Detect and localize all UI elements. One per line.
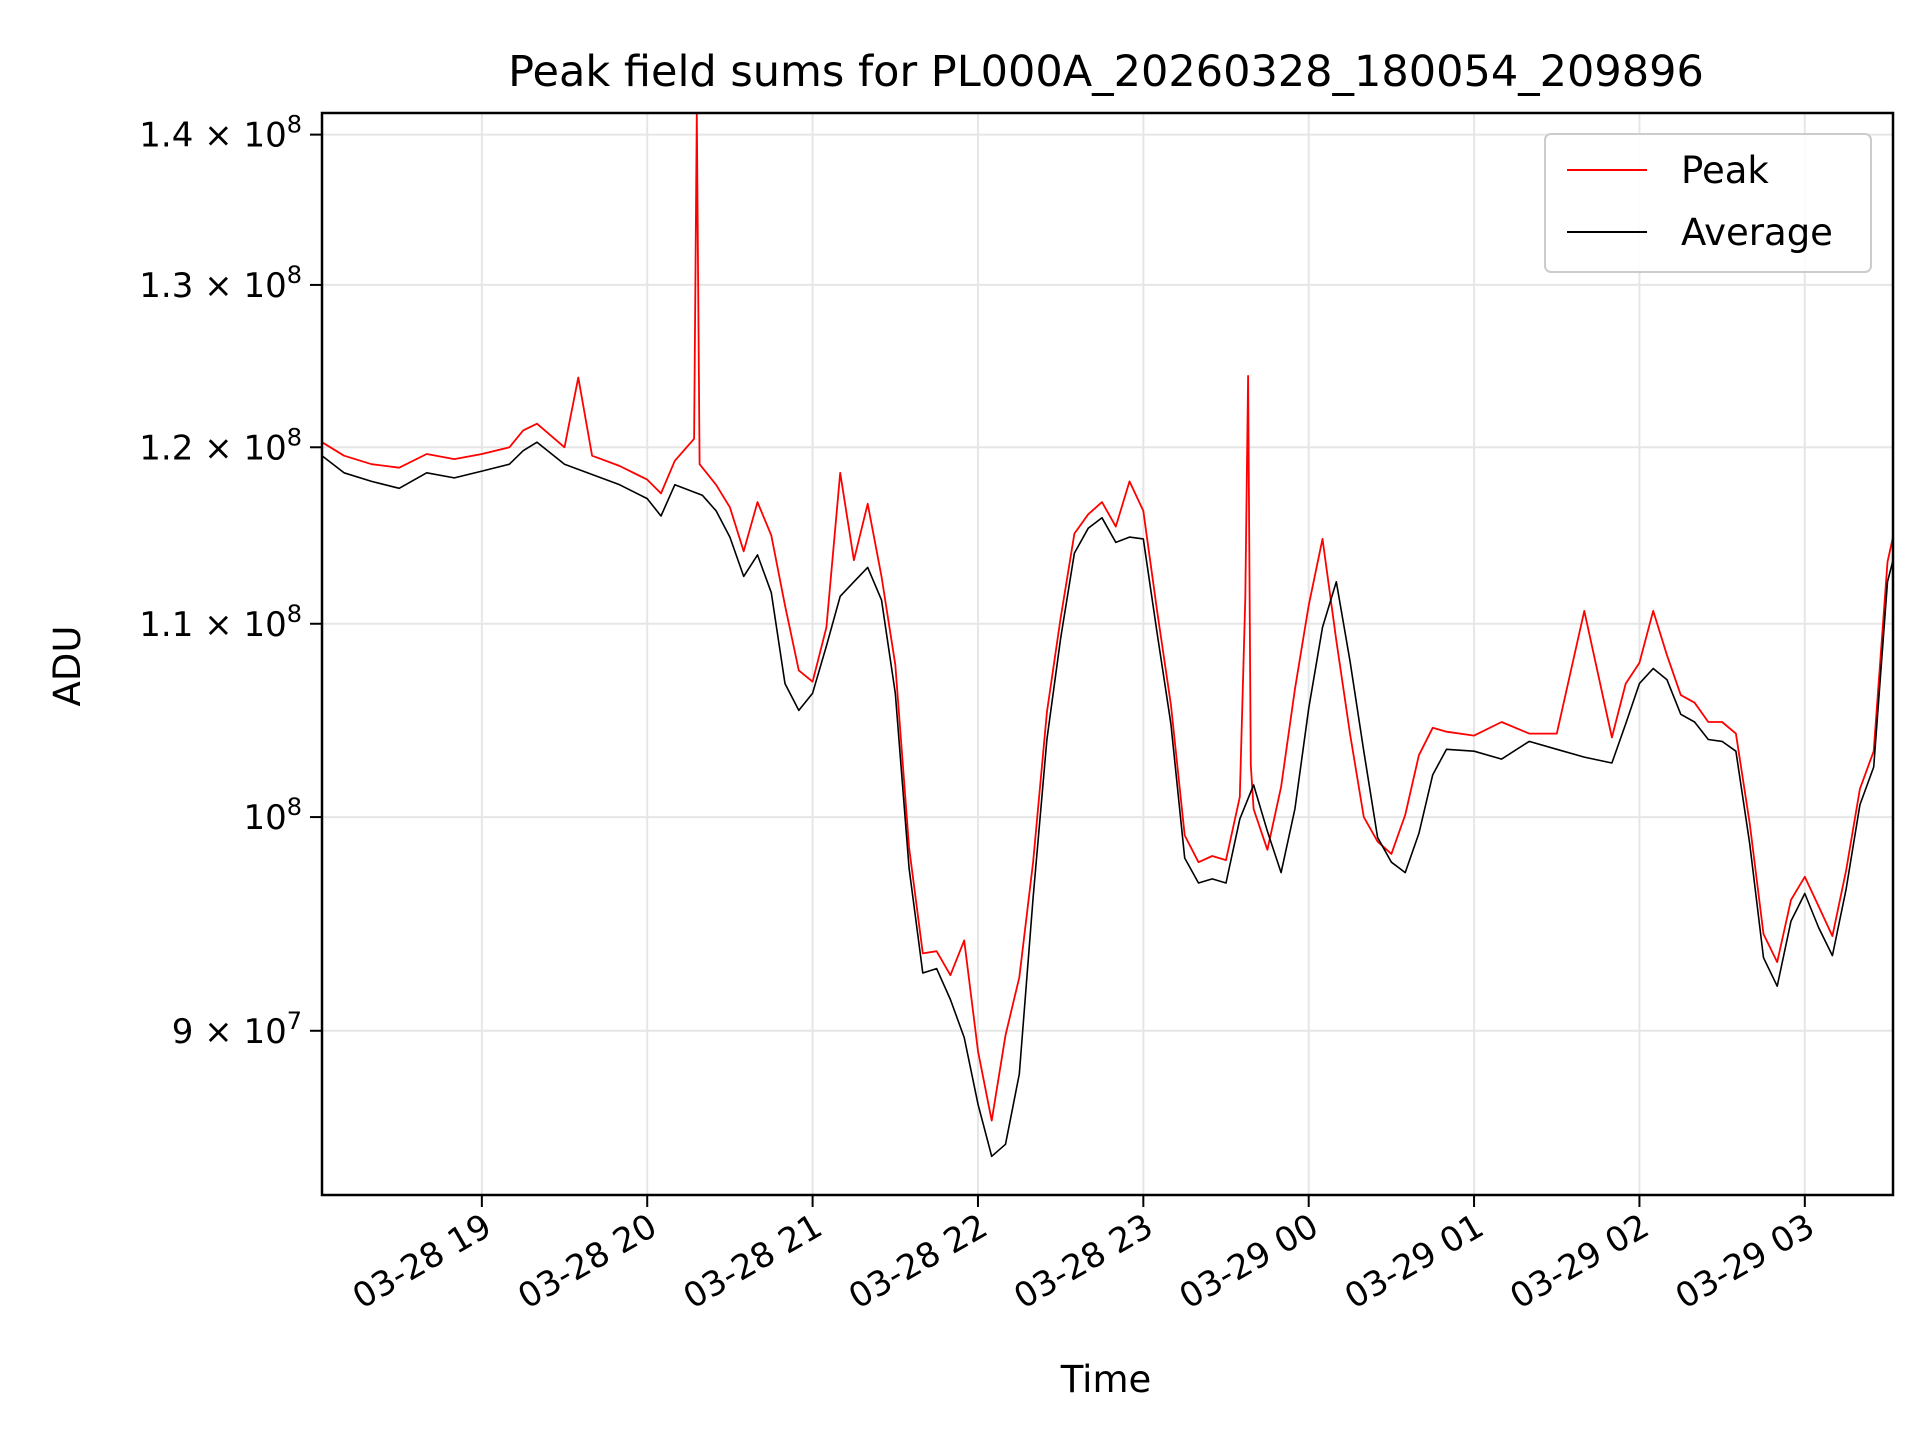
y-tick-base: 10 <box>243 798 286 838</box>
x-tick-label: 03-29 01 <box>1338 1206 1490 1317</box>
y-tick-label: 9 × 107 <box>172 1007 302 1052</box>
x-tick-label: 03-28 20 <box>511 1206 663 1317</box>
x-tick-label: 03-28 21 <box>677 1206 829 1317</box>
y-tick-label: 1.4 × 108 <box>139 111 302 156</box>
y-tick-exponent: 7 <box>287 1007 302 1035</box>
legend: Peak Average <box>1544 133 1872 273</box>
x-tick-label: 03-28 19 <box>346 1206 498 1317</box>
x-tick-label: 03-28 22 <box>842 1206 994 1317</box>
axis-ticks: 03-28 19 03-28 20 03-28 21 03-28 22 03-28 23… <box>139 111 1821 1318</box>
x-axis-label: Time <box>1060 1358 1152 1401</box>
plot-frame <box>320 111 1895 1197</box>
x-tick-label: 03-29 02 <box>1504 1206 1656 1317</box>
legend-label-peak: Peak <box>1681 149 1769 192</box>
y-tick-exponent: 8 <box>287 423 302 451</box>
grid <box>322 113 1893 1195</box>
y-tick-label: 1.2 × 108 <box>139 423 302 468</box>
legend-label-average: Average <box>1681 211 1833 254</box>
y-axis-label: ADU <box>46 626 89 707</box>
y-tick-exponent: 8 <box>287 600 302 628</box>
y-tick-label: 1.3 × 108 <box>139 261 302 306</box>
y-tick-base: 9 × 10 <box>172 1012 287 1052</box>
y-tick-label: 1.1 × 108 <box>139 600 302 645</box>
y-tick-base: 1.1 × 10 <box>139 605 286 645</box>
y-tick-exponent: 8 <box>287 261 302 289</box>
x-tick-label: 03-28 23 <box>1007 1206 1159 1317</box>
y-tick-base: 1.2 × 10 <box>139 428 286 468</box>
x-tick-label: 03-29 03 <box>1669 1206 1821 1317</box>
plot-data <box>321 112 1894 1158</box>
x-tick-label: 03-29 00 <box>1173 1206 1325 1317</box>
series-line-peak <box>321 112 1894 1122</box>
y-tick-exponent: 8 <box>287 793 302 821</box>
y-tick-base: 1.4 × 10 <box>139 116 286 156</box>
y-tick-exponent: 8 <box>287 111 302 139</box>
series-line-average <box>321 441 1894 1158</box>
y-tick-label: 108 <box>243 793 302 838</box>
chart-title: Peak field sums for PL000A_20260328_1800… <box>508 47 1704 97</box>
y-tick-base: 1.3 × 10 <box>139 266 286 306</box>
legend-box <box>1544 133 1872 273</box>
